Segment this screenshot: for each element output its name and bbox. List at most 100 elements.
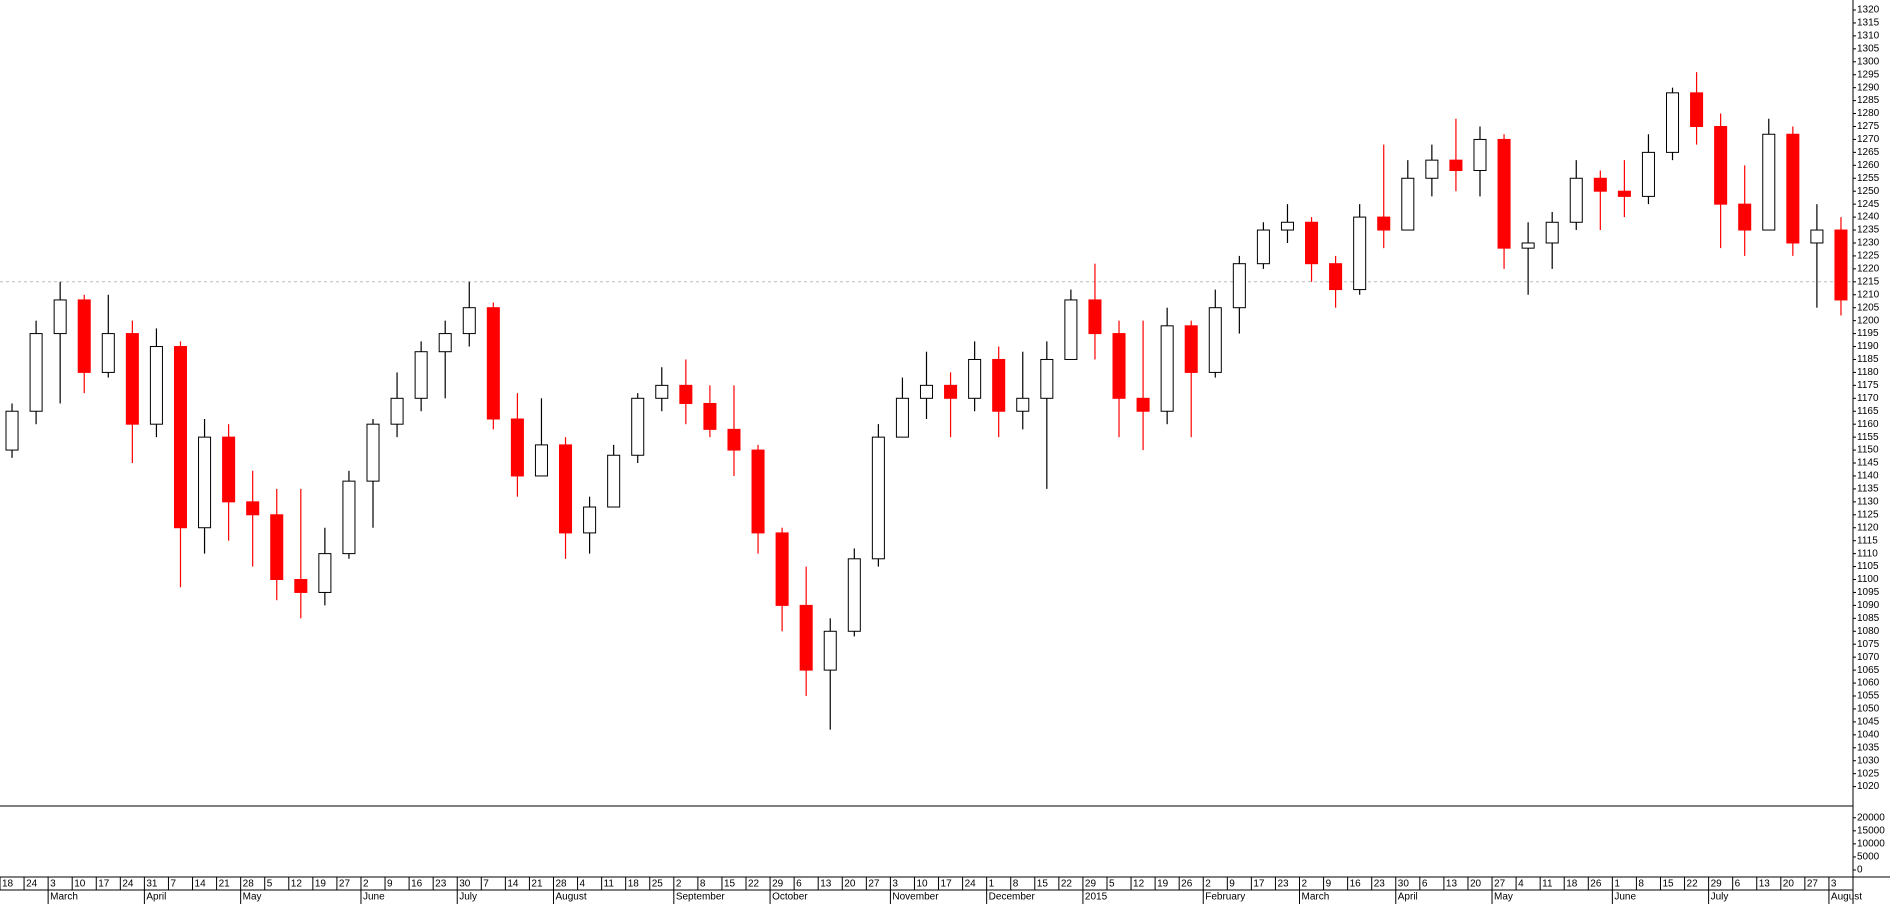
x-tick-label: 27 (339, 879, 351, 890)
x-tick-label: 5 (267, 879, 273, 890)
month-label: July (459, 892, 477, 903)
candle-body (1834, 229, 1848, 301)
month-label: April (1398, 892, 1418, 903)
x-tick-label: 9 (1326, 879, 1332, 890)
x-tick-label: 30 (1398, 879, 1410, 890)
y-tick-label: 1230 (1857, 238, 1880, 249)
month-label: May (1494, 892, 1513, 903)
y-tick-label: 1250 (1857, 186, 1880, 197)
candle-body (342, 480, 356, 555)
x-tick-label: 24 (965, 879, 977, 890)
x-tick-label: 3 (50, 879, 56, 890)
y-tick-label: 1320 (1857, 5, 1880, 16)
y-tick-label: 1150 (1857, 445, 1879, 456)
y-tick-label: 1305 (1857, 43, 1880, 54)
x-tick-label: 12 (1133, 879, 1145, 890)
x-tick-label: 27 (1494, 879, 1506, 890)
candle-body (1112, 333, 1126, 399)
month-label: March (1302, 892, 1330, 903)
x-tick-label: 13 (1446, 879, 1458, 890)
volume-tick-label: 5000 (1857, 852, 1880, 863)
candle-body (390, 397, 404, 425)
x-tick-label: 17 (1253, 879, 1265, 890)
month-label: July (1711, 892, 1729, 903)
x-tick-label: 13 (1759, 879, 1771, 890)
candle-body (1040, 358, 1054, 399)
y-tick-label: 1170 (1857, 393, 1879, 404)
volume-tick-label: 20000 (1857, 812, 1885, 823)
x-tick-label: 15 (1662, 879, 1674, 890)
x-tick-label: 27 (868, 879, 880, 890)
y-tick-label: 1295 (1857, 69, 1880, 80)
y-tick-label: 1070 (1857, 652, 1880, 663)
candle-body (968, 358, 982, 399)
candle-body (1377, 216, 1391, 231)
month-label: October (772, 892, 808, 903)
y-tick-label: 1290 (1857, 82, 1880, 93)
x-tick-label: 4 (1518, 879, 1524, 890)
y-tick-label: 1065 (1857, 665, 1880, 676)
candle-body (1280, 221, 1294, 231)
x-tick-label: 18 (2, 879, 14, 890)
x-tick-label: 20 (844, 879, 856, 890)
candle-body (294, 579, 308, 593)
candle-body (1184, 325, 1198, 373)
y-tick-label: 1310 (1857, 31, 1880, 42)
candle-body (992, 358, 1006, 412)
candle-body (944, 384, 958, 399)
y-tick-label: 1225 (1857, 251, 1880, 262)
x-tick-label: 25 (652, 879, 664, 890)
candle-body (1064, 299, 1078, 360)
volume-tick-label: 15000 (1857, 825, 1885, 836)
candle-body (1738, 203, 1752, 231)
y-tick-label: 1285 (1857, 95, 1880, 106)
y-tick-label: 1135 (1857, 484, 1879, 495)
candle-body (198, 436, 212, 529)
y-tick-label: 1210 (1857, 289, 1880, 300)
month-label: November (892, 892, 939, 903)
candle-body (775, 532, 789, 606)
y-tick-label: 1175 (1857, 380, 1879, 391)
y-tick-label: 1180 (1857, 367, 1879, 378)
x-tick-label: 6 (796, 879, 802, 890)
y-tick-label: 1145 (1857, 458, 1879, 469)
candle-body (823, 630, 837, 671)
x-tick-label: 13 (820, 879, 832, 890)
candle-body (1714, 125, 1728, 205)
x-tick-label: 3 (1831, 879, 1837, 890)
candle-body (510, 418, 524, 477)
candle-body (414, 351, 428, 399)
x-tick-label: 17 (98, 879, 110, 890)
candle-body (1641, 151, 1655, 197)
x-tick-label: 14 (195, 879, 207, 890)
month-label: August (555, 892, 586, 903)
y-tick-label: 1075 (1857, 639, 1880, 650)
y-tick-label: 1215 (1857, 276, 1880, 287)
candle-body (246, 501, 260, 516)
y-tick-label: 1020 (1857, 781, 1880, 792)
y-tick-label: 1265 (1857, 147, 1880, 158)
candle-body (222, 436, 236, 503)
month-label: September (676, 892, 726, 903)
candle-body (655, 384, 669, 399)
candle-body (1160, 325, 1174, 412)
candle-body (1425, 159, 1439, 179)
candle-body (438, 333, 452, 353)
y-tick-label: 1205 (1857, 302, 1880, 313)
x-tick-label: 6 (1422, 879, 1428, 890)
candle-body (125, 333, 139, 425)
x-tick-label: 6 (1735, 879, 1741, 890)
candle-body (5, 410, 19, 451)
y-tick-label: 1110 (1857, 548, 1878, 559)
candle-body (847, 558, 861, 632)
y-tick-label: 1090 (1857, 600, 1880, 611)
month-label: June (363, 892, 385, 903)
y-tick-label: 1165 (1857, 406, 1879, 417)
y-tick-label: 1260 (1857, 160, 1880, 171)
candle-body (366, 423, 380, 482)
x-tick-label: 19 (1157, 879, 1169, 890)
x-tick-label: 29 (1711, 879, 1723, 890)
x-tick-label: 19 (315, 879, 327, 890)
x-tick-label: 22 (1061, 879, 1073, 890)
